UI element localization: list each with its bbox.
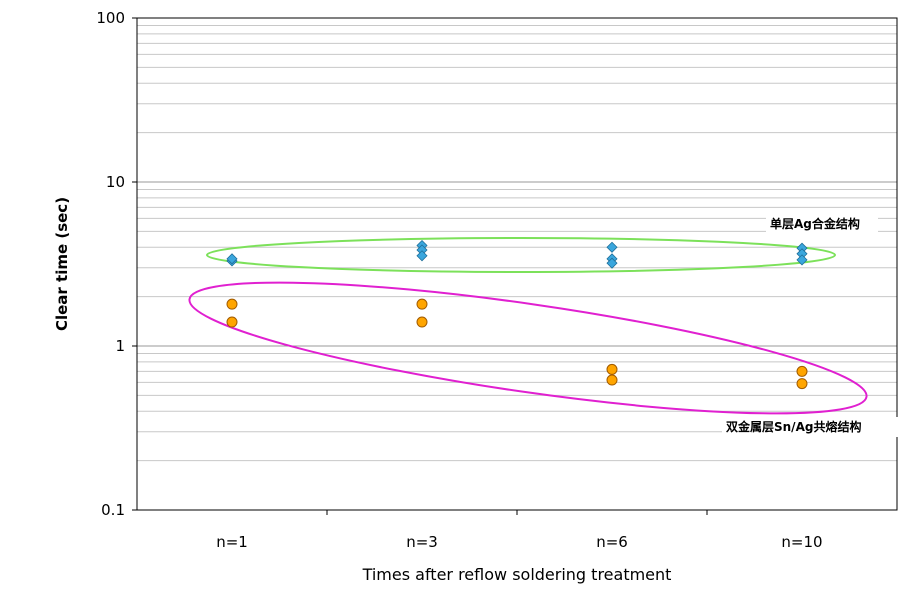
y-tick-label: 1 xyxy=(115,337,125,355)
circle-point xyxy=(226,316,238,328)
diamond-point xyxy=(606,241,618,253)
data-points xyxy=(226,239,808,390)
circle-point xyxy=(796,378,808,390)
circle-point xyxy=(796,365,808,377)
magenta-ellipse xyxy=(188,281,868,415)
y-tick-label: 100 xyxy=(96,9,125,27)
green-ellipse xyxy=(206,237,836,273)
diamond-point xyxy=(416,250,428,262)
y-tick-label: 0.1 xyxy=(101,501,125,519)
circle-point xyxy=(416,298,428,310)
annotation-single-layer: 单层Ag合金结构 xyxy=(770,216,860,231)
circle-point xyxy=(606,374,618,386)
x-tick-label: n=10 xyxy=(781,533,822,551)
diamond-point xyxy=(796,254,808,266)
grid xyxy=(137,17,897,462)
diamond-point xyxy=(606,257,618,269)
y-axis-label: Clear time (sec) xyxy=(53,197,71,331)
x-tick-label: n=1 xyxy=(216,533,248,551)
diamond-point xyxy=(226,253,238,265)
circle-point xyxy=(416,316,428,328)
annotation-bimetal-layer: 双金属层Sn/Ag共熔结构 xyxy=(726,419,861,434)
x-axis: n=1 n=3 n=6 n=10 xyxy=(216,510,823,551)
y-axis: 0.1 1 10 100 xyxy=(96,9,137,519)
circle-point xyxy=(226,298,238,310)
circle-point xyxy=(606,363,618,375)
x-tick-label: n=6 xyxy=(596,533,628,551)
x-axis-label: Times after reflow soldering treatment xyxy=(362,565,672,584)
y-tick-label: 10 xyxy=(106,173,125,191)
x-tick-label: n=3 xyxy=(406,533,438,551)
